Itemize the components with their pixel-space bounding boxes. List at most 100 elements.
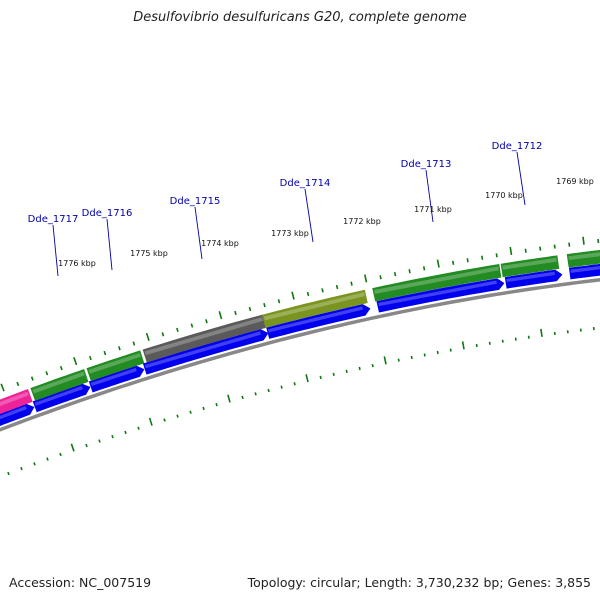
inner-tick	[436, 350, 439, 355]
kbp-tick-label: 1772 kbp	[343, 217, 381, 226]
inner-tick	[371, 363, 374, 368]
outer-tick	[408, 269, 411, 274]
gene-label: Dde_1717	[28, 214, 79, 225]
outer-tick	[350, 281, 353, 286]
forward-gene-green-shine	[32, 371, 85, 394]
accession-text: Accession: NC_007519	[9, 575, 152, 590]
kbp-tick-label: 1770 kbp	[485, 191, 523, 200]
inner-tick	[449, 348, 452, 352]
reverse-gene-arrow	[376, 278, 505, 313]
outer-tick	[481, 255, 484, 260]
outer-tick	[263, 302, 266, 308]
gene-label: Dde_1713	[401, 159, 452, 170]
forward-gene-green-shine	[502, 257, 557, 270]
kbp-tick-label: 1771 kbp	[414, 205, 452, 214]
inner-tick	[345, 369, 348, 373]
outer-tick	[103, 350, 107, 356]
reverse-gene-arrow	[88, 365, 145, 393]
outer-tick	[0, 383, 5, 392]
genome-backbone	[0, 278, 600, 432]
gene-label-leader	[52, 224, 59, 277]
inner-tick	[189, 410, 192, 414]
reverse-gene-arrow	[504, 269, 563, 289]
genome-stats-text: Topology: circular; Length: 3,730,232 bp…	[247, 575, 591, 590]
outer-tick	[539, 246, 542, 251]
inner-tick	[267, 388, 270, 393]
outer-tick-ring	[0, 236, 600, 392]
reverse-gene-arrow	[568, 263, 600, 280]
reverse-gene-arrow-shine	[144, 331, 261, 369]
gene-label: Dde_1716	[82, 208, 133, 219]
outer-tick	[363, 274, 368, 283]
gene-label-leader	[425, 169, 434, 223]
gene-label: Dde_1712	[492, 141, 543, 152]
outer-tick	[524, 248, 527, 253]
outer-tick	[582, 236, 585, 245]
inner-tick	[383, 356, 387, 365]
inner-tick	[85, 443, 88, 448]
inner-tick	[305, 374, 309, 383]
forward-gene-green-shine	[568, 252, 600, 260]
outer-tick	[161, 332, 165, 337]
outer-tick	[451, 260, 455, 265]
reverse-gene-arrow-shine	[0, 406, 27, 420]
outer-tick	[509, 246, 513, 256]
outer-tick	[88, 355, 92, 361]
outer-tick	[568, 242, 571, 247]
reverse-gene-arrow-shine	[268, 306, 363, 333]
gene-label-leader	[304, 188, 314, 243]
outer-tick	[45, 371, 49, 376]
forward-gene-pink	[0, 389, 33, 415]
outer-tick	[335, 284, 339, 290]
reverse-gene-arrow-shine	[570, 265, 600, 273]
backbone-layer	[0, 278, 600, 432]
outer-tick	[466, 258, 469, 263]
outer-tick	[495, 253, 498, 258]
outer-tick	[306, 291, 310, 297]
outer-tick	[73, 357, 78, 366]
gene-label: Dde_1715	[170, 196, 221, 207]
forward-gene-olive	[261, 289, 368, 328]
kbp-tick-label: 1775 kbp	[130, 249, 168, 258]
inner-tick	[111, 435, 114, 439]
reverse-strand-track	[0, 263, 600, 426]
inner-tick-ring	[7, 326, 595, 476]
forward-gene-green	[566, 249, 600, 268]
inner-tick	[410, 355, 413, 360]
kbp-scale: 1776 kbp 1775 kbp 1774 kbp 1773 kbp 1772 kbp…	[58, 177, 594, 268]
outer-tick	[117, 346, 121, 351]
inner-tick	[332, 372, 335, 376]
inner-tick	[163, 418, 166, 422]
outer-tick	[393, 272, 397, 277]
forward-gene-green	[500, 255, 560, 278]
inner-tick	[20, 466, 23, 471]
inner-tick	[33, 462, 36, 466]
forward-gene-green	[30, 369, 89, 401]
outer-tick	[16, 381, 20, 387]
reverse-gene-arrow	[142, 329, 269, 375]
inner-tick	[59, 452, 62, 457]
kbp-tick-label: 1769 kbp	[556, 177, 594, 186]
forward-gene-gray-shine	[144, 317, 263, 356]
reverse-gene-arrow-shine	[34, 386, 83, 406]
inner-tick	[70, 443, 75, 452]
outer-tick	[277, 299, 281, 304]
forward-gene-green	[372, 264, 502, 302]
inner-tick	[254, 392, 257, 396]
kbp-tick-label: 1773 kbp	[271, 229, 309, 238]
inner-tick	[215, 403, 218, 407]
outer-tick	[145, 332, 150, 342]
outer-tick	[218, 311, 223, 320]
gene-label-leader	[106, 218, 113, 271]
inner-tick	[358, 366, 361, 371]
forward-gene-pink-shine	[0, 391, 29, 407]
inner-tick	[148, 417, 153, 426]
forward-gene-green-shine	[374, 266, 499, 294]
inner-tick	[397, 358, 400, 362]
outer-tick	[132, 341, 136, 346]
inner-tick	[176, 414, 179, 418]
inner-tick	[280, 385, 283, 389]
inner-tick	[319, 375, 322, 380]
